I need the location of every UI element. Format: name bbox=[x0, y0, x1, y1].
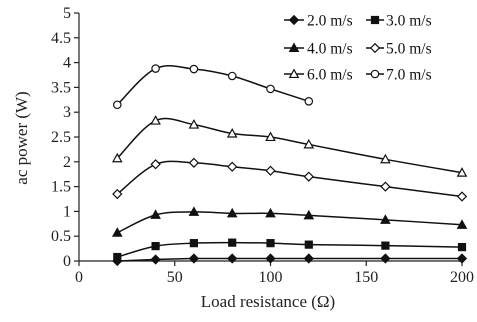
data-point bbox=[229, 72, 236, 79]
data-point bbox=[151, 255, 160, 264]
y-tick-label: 1 bbox=[63, 203, 71, 220]
data-point bbox=[305, 98, 312, 105]
y-tick-label: 3 bbox=[63, 104, 71, 121]
y-tick-label: 5 bbox=[63, 5, 71, 22]
data-point bbox=[190, 158, 199, 167]
data-point bbox=[267, 240, 274, 247]
series-line bbox=[117, 119, 462, 173]
legend-entry: 6.0 m/s bbox=[284, 67, 353, 84]
series-6-0-m-s bbox=[113, 116, 466, 176]
data-point bbox=[228, 162, 237, 171]
data-point bbox=[114, 254, 121, 261]
y-tick-label: 4.5 bbox=[51, 30, 71, 47]
data-point bbox=[190, 65, 197, 72]
y-axis-title: ac power (W) bbox=[12, 91, 31, 184]
series-line bbox=[117, 66, 308, 105]
legend-label: 3.0 m/s bbox=[386, 13, 432, 30]
x-axis-title: Load resistance (Ω) bbox=[201, 292, 335, 311]
legend-entry: 2.0 m/s bbox=[284, 13, 353, 30]
data-point bbox=[381, 182, 390, 191]
data-point bbox=[305, 172, 314, 181]
series-layer bbox=[113, 65, 466, 265]
legend-marker bbox=[371, 70, 378, 77]
legend-entry: 3.0 m/s bbox=[366, 13, 432, 30]
legend-marker bbox=[290, 16, 299, 25]
y-tick-label: 2 bbox=[63, 154, 71, 171]
y-tick-label: 1.5 bbox=[51, 179, 71, 196]
data-point bbox=[152, 243, 159, 250]
data-point bbox=[151, 160, 160, 169]
x-tick-label: 50 bbox=[167, 269, 183, 286]
data-point bbox=[305, 241, 312, 248]
legend-marker bbox=[371, 44, 380, 53]
x-tick-label: 100 bbox=[259, 269, 283, 286]
series-7-0-m-s bbox=[114, 65, 313, 109]
series-3-0-m-s bbox=[114, 239, 466, 260]
x-tick-label: 150 bbox=[354, 269, 378, 286]
data-point bbox=[382, 242, 389, 249]
legend-label: 5.0 m/s bbox=[386, 41, 432, 58]
series-4-0-m-s bbox=[113, 208, 466, 237]
legend: 2.0 m/s 3.0 m/s 4.0 m/s 5.0 m/s 6.0 m/s 7.0 m… bbox=[284, 13, 432, 84]
y-tick-label: 0.5 bbox=[51, 228, 71, 245]
x-tick-label: 200 bbox=[450, 269, 474, 286]
data-point bbox=[113, 228, 122, 236]
y-tick-label: 0 bbox=[63, 253, 71, 270]
series-2-0-m-s bbox=[113, 254, 466, 265]
data-point bbox=[459, 244, 466, 251]
data-point bbox=[266, 166, 275, 175]
data-point bbox=[267, 85, 274, 92]
series-line bbox=[117, 243, 462, 257]
legend-label: 2.0 m/s bbox=[307, 13, 353, 30]
legend-marker bbox=[372, 17, 379, 24]
series-line bbox=[117, 212, 462, 233]
data-point bbox=[152, 65, 159, 72]
y-tick-label: 4 bbox=[63, 55, 71, 72]
data-point bbox=[114, 101, 121, 108]
legend-label: 4.0 m/s bbox=[307, 41, 353, 58]
legend-entry: 5.0 m/s bbox=[366, 41, 432, 58]
series-line bbox=[117, 161, 462, 196]
data-point bbox=[229, 239, 236, 246]
legend-entry: 7.0 m/s bbox=[366, 67, 432, 84]
y-tick-label: 3.5 bbox=[51, 79, 71, 96]
data-point bbox=[458, 192, 467, 201]
y-tick-label: 2.5 bbox=[51, 129, 71, 146]
x-tick-label: 0 bbox=[75, 269, 83, 286]
legend-label: 7.0 m/s bbox=[386, 67, 432, 84]
legend-entry: 4.0 m/s bbox=[284, 41, 353, 58]
data-point bbox=[190, 240, 197, 247]
legend-label: 6.0 m/s bbox=[307, 67, 353, 84]
